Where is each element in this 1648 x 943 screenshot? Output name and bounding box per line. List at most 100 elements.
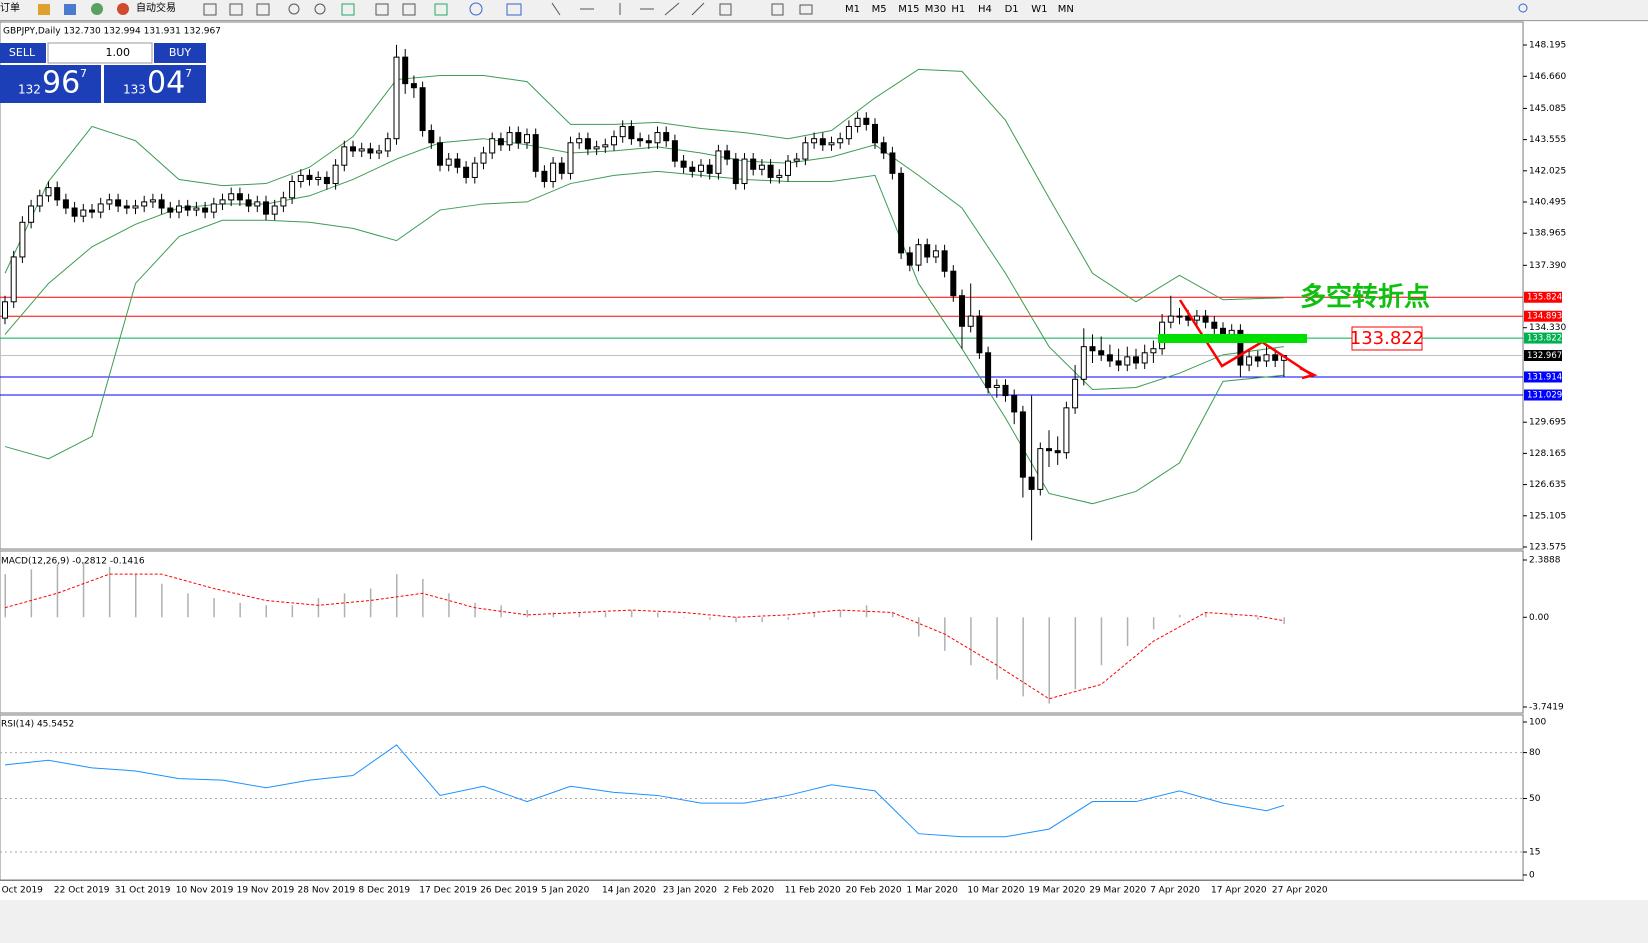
buy-label[interactable]: BUY bbox=[169, 46, 192, 59]
icon[interactable] bbox=[229, 3, 243, 16]
timeframe-button[interactable]: M5 bbox=[872, 4, 887, 15]
icon[interactable] bbox=[402, 3, 416, 16]
icon[interactable] bbox=[469, 2, 483, 16]
candle-body bbox=[445, 158, 452, 166]
timeframe-button[interactable]: MN bbox=[1058, 4, 1074, 15]
candle-body bbox=[289, 181, 296, 199]
timeframe-button[interactable]: M1 bbox=[845, 4, 860, 15]
icon[interactable] bbox=[664, 2, 680, 16]
candle-body bbox=[558, 162, 565, 174]
icon[interactable] bbox=[314, 3, 326, 15]
macd-bar bbox=[369, 588, 372, 618]
macd-bar bbox=[448, 593, 450, 618]
candle-body bbox=[793, 158, 800, 162]
timeframe-button[interactable]: M15 bbox=[898, 4, 919, 15]
level-tag bbox=[1524, 389, 1562, 401]
timeframe-button[interactable]: D1 bbox=[1005, 4, 1019, 15]
arrow-path bbox=[1178, 299, 1313, 377]
y-tick-label: 137.390 bbox=[1529, 261, 1566, 271]
macd-panel bbox=[0, 550, 1524, 714]
icon[interactable] bbox=[117, 3, 129, 15]
candle-body bbox=[80, 209, 87, 217]
icon[interactable] bbox=[38, 4, 50, 15]
toolbar-button[interactable]: 自动交易 bbox=[136, 1, 176, 14]
y-tick-label: 138.965 bbox=[1529, 229, 1566, 239]
candle-body bbox=[854, 117, 861, 127]
icon[interactable] bbox=[64, 4, 76, 15]
x-tick-label: 17 Apr 2020 bbox=[1211, 886, 1267, 896]
lot-value[interactable]: 1.00 bbox=[106, 46, 131, 59]
annotation-text: 多空转折点 bbox=[1300, 282, 1430, 313]
y-tick-label: 128.165 bbox=[1529, 449, 1566, 459]
candle-body bbox=[358, 148, 365, 152]
icon[interactable] bbox=[91, 3, 103, 15]
bollinger-upper bbox=[4, 68, 1284, 303]
macd-bar bbox=[996, 617, 998, 680]
x-tick-label: 19 Nov 2019 bbox=[237, 886, 295, 896]
macd-bar bbox=[317, 598, 320, 618]
candle-body bbox=[106, 199, 113, 205]
timeframe-button[interactable]: H1 bbox=[951, 4, 965, 15]
x-tick-label: 19 Mar 2020 bbox=[1028, 886, 1085, 896]
candle-body bbox=[176, 205, 182, 213]
candle-body bbox=[628, 125, 635, 140]
icon[interactable] bbox=[341, 3, 355, 16]
y-tick-label: 146.660 bbox=[1529, 72, 1566, 82]
candle-body bbox=[645, 140, 652, 144]
rsi-title: RSI(14) 45.5452 bbox=[1, 720, 74, 730]
rsi-line bbox=[4, 744, 1285, 838]
candle-body bbox=[776, 174, 783, 178]
candle-body bbox=[45, 187, 52, 197]
sell-price-box[interactable] bbox=[0, 65, 101, 103]
icon[interactable] bbox=[256, 3, 270, 16]
candle-body bbox=[36, 195, 43, 207]
icon[interactable] bbox=[719, 3, 732, 16]
candle-body bbox=[1046, 448, 1052, 452]
timeframe-button[interactable]: H4 bbox=[978, 4, 992, 15]
candle-body bbox=[428, 130, 435, 144]
icon[interactable] bbox=[434, 3, 448, 16]
plot: 148.195 146.660 145.085 143.555 142.025 140.4… bbox=[0, 41, 1566, 896]
sell-button[interactable] bbox=[0, 43, 46, 63]
macd-bar bbox=[865, 605, 868, 618]
candle-body bbox=[228, 193, 235, 201]
macd-bar bbox=[1022, 617, 1024, 697]
y-tick-label: 0.00 bbox=[1529, 613, 1549, 623]
timeframe-button[interactable]: W1 bbox=[1031, 4, 1047, 15]
buy-price-pips: 04 bbox=[147, 66, 185, 101]
icon[interactable] bbox=[691, 2, 705, 16]
macd-bar bbox=[1257, 617, 1259, 620]
macd-bar bbox=[1074, 617, 1077, 690]
candle-body bbox=[62, 199, 69, 209]
lot-input[interactable] bbox=[47, 42, 153, 64]
icon[interactable] bbox=[551, 2, 561, 16]
timeframe-button[interactable]: M30 bbox=[925, 4, 946, 15]
y-tick-label: 123.575 bbox=[1529, 543, 1566, 553]
toolbar-button[interactable]: 订单 bbox=[0, 2, 20, 14]
candle-body bbox=[1063, 407, 1070, 454]
macd-bar bbox=[4, 574, 6, 618]
candle-body bbox=[393, 56, 400, 140]
icon[interactable] bbox=[771, 3, 784, 16]
icon[interactable] bbox=[288, 3, 300, 15]
icon[interactable] bbox=[203, 3, 217, 16]
buy-price-box[interactable] bbox=[104, 65, 206, 103]
icon[interactable] bbox=[1518, 3, 1528, 13]
candle-body bbox=[1211, 321, 1218, 329]
level-label: 131.914 bbox=[1527, 372, 1562, 382]
y-tick-label: 143.555 bbox=[1529, 135, 1566, 145]
candle-body bbox=[1237, 329, 1244, 366]
candle-body bbox=[837, 138, 844, 144]
y-tick-label: 134.330 bbox=[1529, 323, 1566, 333]
candle-body bbox=[602, 144, 609, 148]
candle-body bbox=[950, 270, 957, 297]
sell-label[interactable]: SELL bbox=[9, 46, 36, 59]
buy-button[interactable] bbox=[154, 43, 206, 63]
x-tick-label: 23 Jan 2020 bbox=[663, 886, 717, 896]
candle-body bbox=[619, 125, 626, 138]
macd-bar bbox=[918, 617, 920, 637]
candle-body bbox=[89, 209, 95, 213]
icon[interactable] bbox=[375, 3, 389, 16]
icon[interactable] bbox=[799, 4, 813, 15]
icon[interactable] bbox=[506, 3, 522, 16]
